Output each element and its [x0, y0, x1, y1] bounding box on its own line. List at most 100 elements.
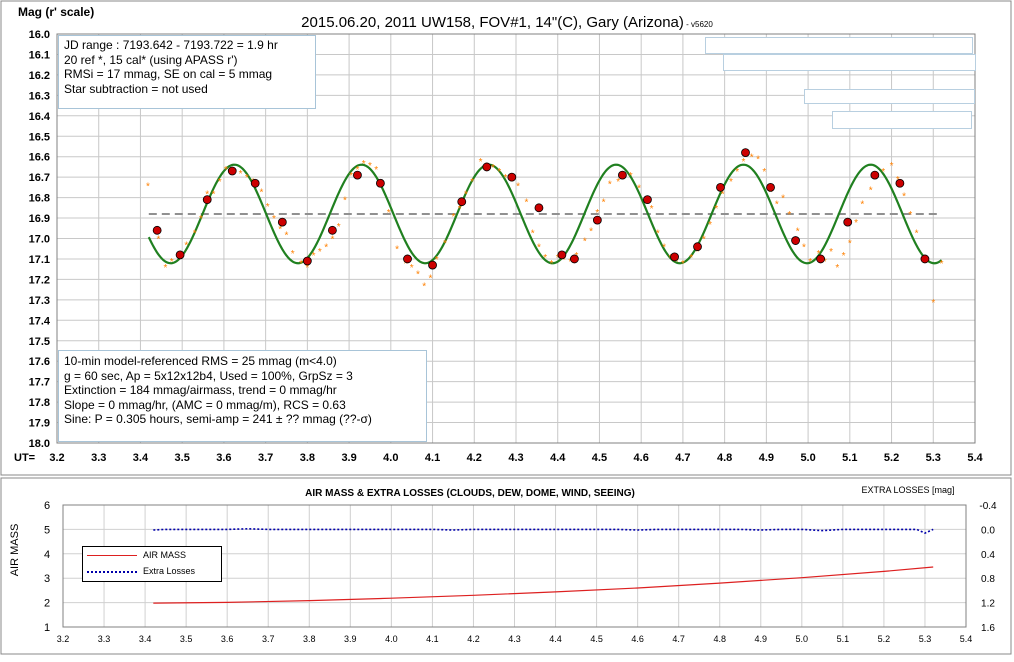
data-point: *: [556, 253, 560, 264]
x-tick-label: 5.2: [884, 452, 899, 464]
data-point: *: [689, 253, 693, 264]
data-point: *: [422, 282, 426, 293]
data-point: *: [842, 251, 846, 262]
data-point: *: [410, 263, 414, 274]
y-tick-label: 16.2: [29, 70, 50, 82]
airmass-y-axis-label: AIR MASS: [9, 524, 21, 577]
y-tick-label: 16.5: [29, 131, 50, 143]
data-point: *: [291, 249, 295, 260]
airmass-right-axis-label: EXTRA LOSSES [mag]: [861, 485, 954, 495]
x-tick-label: 4.0: [383, 452, 398, 464]
data-point: *: [349, 171, 353, 182]
data-point: *: [164, 263, 168, 274]
x-tick-label: 4.5: [592, 452, 607, 464]
airmass-y-tick-labels: 1 2 3 4 5 6: [44, 500, 50, 634]
data-point: *: [756, 155, 760, 166]
data-point: *: [504, 173, 508, 184]
y-tick-label: 16.6: [29, 152, 50, 164]
x-tick-label: 3.4: [139, 634, 152, 644]
binned-point: [570, 254, 579, 264]
y-tick-label: 6: [44, 500, 50, 512]
data-point: *: [146, 181, 150, 192]
y2-tick-label: 0.4: [981, 550, 995, 561]
binned-point: [816, 254, 826, 264]
binned-point: [592, 215, 602, 225]
y-tick-label: 1: [44, 622, 50, 634]
x-tick-label: 3.5: [180, 634, 193, 644]
extra-losses-series-line: [153, 527, 934, 534]
data-point: *: [212, 190, 216, 201]
x-tick-label: 5.2: [878, 634, 891, 644]
info-bottom-line: 10-min model-referenced RMS = 25 mmag (m…: [64, 354, 337, 368]
legend-item-extra-losses: Extra Losses: [83, 566, 195, 576]
data-point: *: [337, 222, 341, 233]
binned-point: [670, 252, 679, 262]
data-point: *: [714, 204, 718, 215]
data-point: *: [721, 190, 725, 201]
data-point: *: [491, 163, 495, 174]
data-point: *: [543, 253, 547, 264]
data-point: *: [239, 169, 243, 180]
x-tick-label: 3.8: [303, 634, 316, 644]
data-point: *: [829, 247, 833, 258]
y-tick-label: 16.3: [29, 90, 50, 102]
x-tick-label: 3.7: [258, 452, 273, 464]
x-tick-label: 5.3: [919, 634, 932, 644]
data-point: *: [416, 269, 420, 280]
data-point: *: [272, 214, 276, 225]
data-point: *: [318, 247, 322, 258]
binned-point: [716, 182, 725, 192]
data-point: *: [479, 157, 483, 168]
x-tick-label: 3.2: [49, 452, 64, 464]
data-point: *: [224, 165, 228, 176]
data-point: *: [835, 263, 839, 274]
binned-point: [457, 197, 467, 207]
data-point: *: [184, 241, 188, 252]
airmass-right-tick-labels: -0.4 0.0 0.4 0.8 1.2 1.6: [979, 501, 997, 634]
x-tick-label: 3.9: [344, 634, 357, 644]
x-tick-label: 4.7: [672, 634, 685, 644]
binned-point: [375, 178, 385, 188]
x-tick-label: 3.6: [221, 634, 234, 644]
info-top-line: 20 ref *, 15 cal* (using APASS r'): [64, 52, 238, 67]
data-point: *: [464, 190, 468, 201]
x-tick-label: 4.5: [590, 634, 603, 644]
x-tick-label: 4.7: [675, 452, 690, 464]
x-tick-label: 3.8: [300, 452, 315, 464]
data-point: *: [355, 165, 359, 176]
data-point: *: [769, 187, 773, 198]
x-tick-label: 5.0: [796, 634, 809, 644]
y-tick-label: 16.0: [29, 29, 50, 41]
binned-point: [741, 148, 750, 158]
data-point: *: [387, 208, 391, 219]
data-point: *: [902, 192, 906, 203]
x-tick-label: 5.4: [960, 634, 973, 644]
data-point: *: [637, 183, 641, 194]
x-tick-label: 3.3: [98, 634, 111, 644]
x-tick-label: 5.4: [967, 452, 983, 464]
y2-tick-label: 0.8: [981, 574, 995, 585]
info-box-top: JD range : 7193.642 - 7193.722 = 1.9 hr …: [58, 35, 316, 109]
data-point: *: [435, 255, 439, 266]
info-top-line: RMSi = 17 mmag, SE on cal = 5 mmag: [64, 67, 273, 81]
data-point: *: [881, 167, 885, 178]
data-point: *: [629, 171, 633, 182]
x-tick-label: 3.5: [175, 452, 190, 464]
y2-tick-label: -0.4: [979, 501, 997, 512]
data-point: *: [589, 226, 593, 237]
x-tick-label: 5.1: [837, 634, 850, 644]
data-point: *: [583, 237, 587, 248]
data-point: *: [193, 228, 197, 239]
main-y-tick-labels: 16.0 16.1 16.2 16.3 16.4 16.5 16.6 16.7 16.8 16.9…: [29, 29, 51, 450]
y-tick-label: 17.2: [29, 274, 50, 286]
binned-point: [482, 162, 492, 172]
data-point: *: [550, 259, 554, 270]
data-point: *: [915, 228, 919, 239]
x-tick-label: 4.3: [508, 452, 523, 464]
data-point: *: [681, 259, 685, 270]
legend-label-airmass: AIR MASS: [143, 550, 187, 560]
data-point: *: [775, 200, 779, 211]
y-tick-label: 16.7: [29, 172, 50, 184]
y-tick-label: 16.1: [29, 49, 50, 61]
x-tick-label: 4.8: [717, 452, 732, 464]
